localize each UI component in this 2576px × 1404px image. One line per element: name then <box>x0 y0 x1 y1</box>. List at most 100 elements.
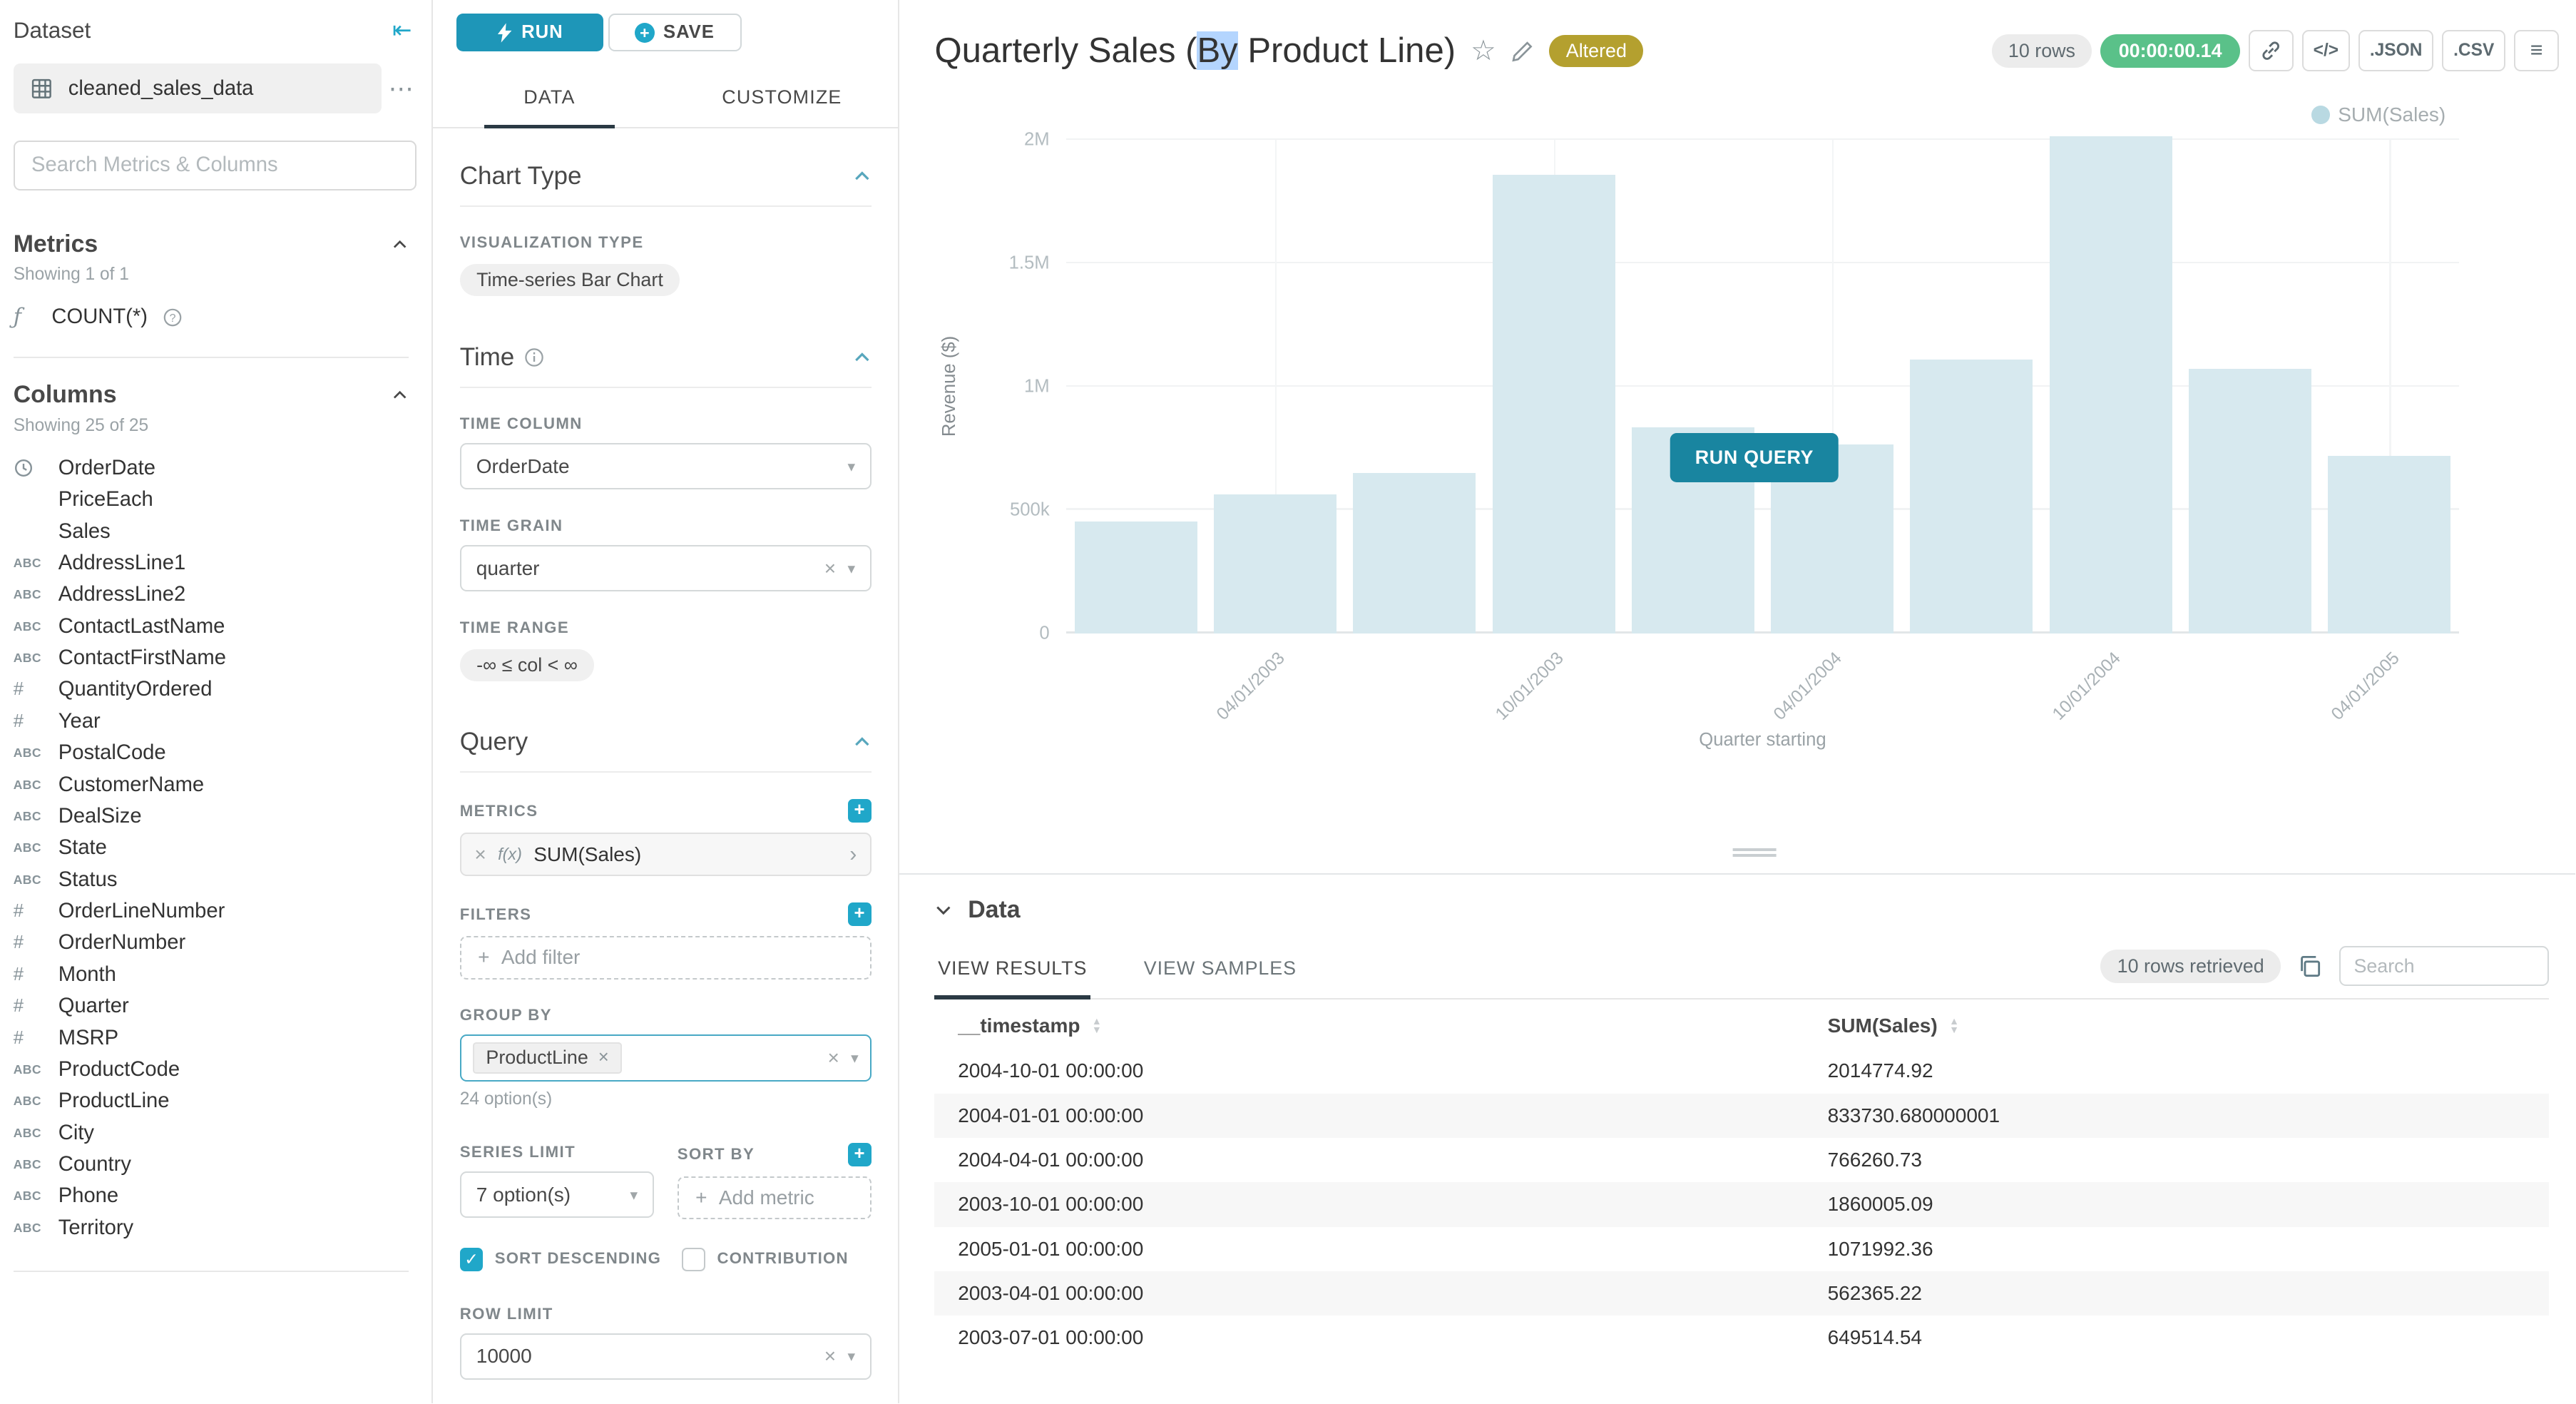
table-row[interactable]: 2005-01-01 00:00:00 1071992.36 <box>934 1227 2549 1271</box>
tab-view-samples[interactable]: VIEW SAMPLES <box>1143 957 1297 980</box>
run-button[interactable]: RUN <box>456 13 603 52</box>
bar[interactable] <box>1353 473 1476 634</box>
table-row[interactable]: 2004-10-01 00:00:00 2014774.92 <box>934 1049 2549 1093</box>
group-by-select[interactable]: ProductLine × × ▾ <box>459 1034 872 1082</box>
bar[interactable] <box>2189 369 2312 634</box>
column-header-timestamp[interactable]: __timestamp ▲ ▼ <box>958 1014 1102 1037</box>
y-tick-label: 1.5M <box>1008 253 1050 273</box>
chart-title[interactable]: Quarterly Sales (By Product Line) <box>934 31 1456 71</box>
column-item[interactable]: Sales <box>14 516 432 547</box>
column-item[interactable]: # Year <box>14 706 432 737</box>
altered-badge[interactable]: Altered <box>1549 34 1644 67</box>
tab-data[interactable]: DATA <box>433 71 665 130</box>
table-row[interactable]: 2004-01-01 00:00:00 833730.680000001 <box>934 1093 2550 1138</box>
add-filter-icon[interactable]: + <box>848 902 872 926</box>
chart-type-section-header[interactable]: Chart Type <box>459 162 872 207</box>
column-item[interactable]: OrderDate <box>14 452 432 484</box>
dataset-selector[interactable]: cleaned_sales_data <box>13 63 382 114</box>
panel-resize-handle[interactable] <box>1732 845 1777 860</box>
run-query-button[interactable]: RUN QUERY <box>1670 433 1839 482</box>
remove-tag-icon[interactable]: × <box>598 1047 609 1068</box>
dataset-panel-title: Dataset <box>13 16 91 43</box>
clear-icon[interactable]: × <box>827 1046 839 1069</box>
group-by-tag[interactable]: ProductLine × <box>473 1042 623 1074</box>
contribution-checkbox[interactable] <box>682 1248 706 1271</box>
column-item[interactable]: ABC Country <box>14 1149 432 1180</box>
chart-legend[interactable]: SUM(Sales) <box>2311 103 2445 126</box>
bar[interactable] <box>2328 455 2451 634</box>
bar[interactable] <box>1492 174 1615 634</box>
export-csv-button[interactable]: .CSV <box>2442 30 2506 72</box>
bar[interactable] <box>1910 359 2033 634</box>
x-tick-label: 10/01/2003 <box>1491 648 1568 724</box>
menu-button[interactable]: ≡ <box>2514 30 2560 72</box>
column-item[interactable]: ABC Territory <box>14 1212 432 1243</box>
clear-icon[interactable]: × <box>824 1345 837 1368</box>
column-item[interactable]: ABC AddressLine2 <box>14 579 432 611</box>
embed-code-button[interactable]: </> <box>2301 30 2351 72</box>
series-limit-select[interactable]: 7 option(s) ▾ <box>459 1171 655 1219</box>
results-search-input[interactable] <box>2339 946 2550 987</box>
column-name: Country <box>58 1153 131 1176</box>
query-section-header[interactable]: Query <box>459 728 872 773</box>
edit-title-icon[interactable] <box>1511 39 1535 63</box>
viz-type-chip[interactable]: Time-series Bar Chart <box>459 264 680 297</box>
copy-icon[interactable] <box>2297 954 2322 979</box>
column-name: Year <box>58 709 101 733</box>
row-limit-select[interactable]: 10000 × ▾ <box>459 1333 872 1380</box>
column-item[interactable]: # QuantityOrdered <box>14 674 432 706</box>
clear-icon[interactable]: × <box>824 556 837 579</box>
data-section-header[interactable]: Data <box>934 875 2549 924</box>
search-metrics-columns-input[interactable] <box>13 140 416 190</box>
table-row[interactable]: 2003-07-01 00:00:00 649514.54 <box>934 1316 2549 1360</box>
export-json-button[interactable]: .JSON <box>2358 30 2434 72</box>
time-column-select[interactable]: OrderDate ▾ <box>459 443 872 490</box>
column-item[interactable]: ABC PostalCode <box>14 738 432 769</box>
table-row[interactable]: 2004-04-01 00:00:00 766260.73 <box>934 1138 2549 1182</box>
column-item[interactable]: ABC City <box>14 1117 432 1149</box>
column-item[interactable]: PriceEach <box>14 484 432 516</box>
bar[interactable] <box>1214 494 1336 634</box>
column-item[interactable]: ABC Status <box>14 864 432 895</box>
column-item[interactable]: ABC ContactFirstName <box>14 642 432 673</box>
column-item[interactable]: # Quarter <box>14 991 432 1022</box>
column-item[interactable]: ABC ContactLastName <box>14 611 432 642</box>
favorite-star-icon[interactable]: ☆ <box>1471 35 1496 67</box>
column-item[interactable]: ABC AddressLine1 <box>14 547 432 579</box>
column-item[interactable]: ABC DealSize <box>14 800 432 832</box>
add-sort-metric-button[interactable]: + Add metric <box>677 1176 872 1220</box>
column-item[interactable]: ABC ProductCode <box>14 1054 432 1085</box>
time-grain-select[interactable]: quarter × ▾ <box>459 544 872 592</box>
tab-view-results[interactable]: VIEW RESULTS <box>934 944 1090 1000</box>
add-metric-icon[interactable]: + <box>848 799 872 823</box>
columns-collapse-icon[interactable] <box>392 387 408 403</box>
copy-link-button[interactable] <box>2248 30 2294 72</box>
column-header-sum-sales[interactable]: SUM(Sales) ▲ ▼ <box>1827 1014 1959 1037</box>
add-sort-metric-icon[interactable]: + <box>848 1142 872 1166</box>
sort-descending-checkbox[interactable]: ✓ <box>459 1248 484 1271</box>
column-item[interactable]: # MSRP <box>14 1022 432 1054</box>
time-range-chip[interactable]: -∞ ≤ col < ∞ <box>459 648 595 681</box>
column-item[interactable]: # OrderLineNumber <box>14 895 432 927</box>
column-item[interactable]: # Month <box>14 959 432 990</box>
metric-item[interactable]: ƒ COUNT(*) ? <box>14 305 432 330</box>
table-row[interactable]: 2003-04-01 00:00:00 562365.22 <box>934 1271 2550 1316</box>
column-item[interactable]: ABC ProductLine <box>14 1086 432 1117</box>
save-button[interactable]: + SAVE <box>608 13 742 52</box>
table-row[interactable]: 2003-10-01 00:00:00 1860005.09 <box>934 1182 2550 1227</box>
collapse-sidebar-icon[interactable]: ⇤ <box>392 16 412 44</box>
remove-metric-icon[interactable]: × <box>474 843 486 865</box>
column-item[interactable]: ABC State <box>14 833 432 864</box>
bar[interactable] <box>2049 136 2172 634</box>
column-item[interactable]: # OrderNumber <box>14 927 432 959</box>
dataset-options-icon[interactable]: ⋯ <box>388 74 415 103</box>
tab-customize[interactable]: CUSTOMIZE <box>722 86 842 108</box>
column-item[interactable]: ABC Phone <box>14 1181 432 1212</box>
bar[interactable] <box>1074 522 1197 634</box>
column-item[interactable]: ABC CustomerName <box>14 769 432 800</box>
metrics-collapse-icon[interactable] <box>392 236 408 253</box>
metric-chip[interactable]: × f(x) SUM(Sales) › <box>459 833 872 876</box>
lightning-icon <box>498 22 512 43</box>
add-filter-button[interactable]: + Add filter <box>459 936 872 980</box>
time-section-header[interactable]: Time <box>459 343 872 388</box>
